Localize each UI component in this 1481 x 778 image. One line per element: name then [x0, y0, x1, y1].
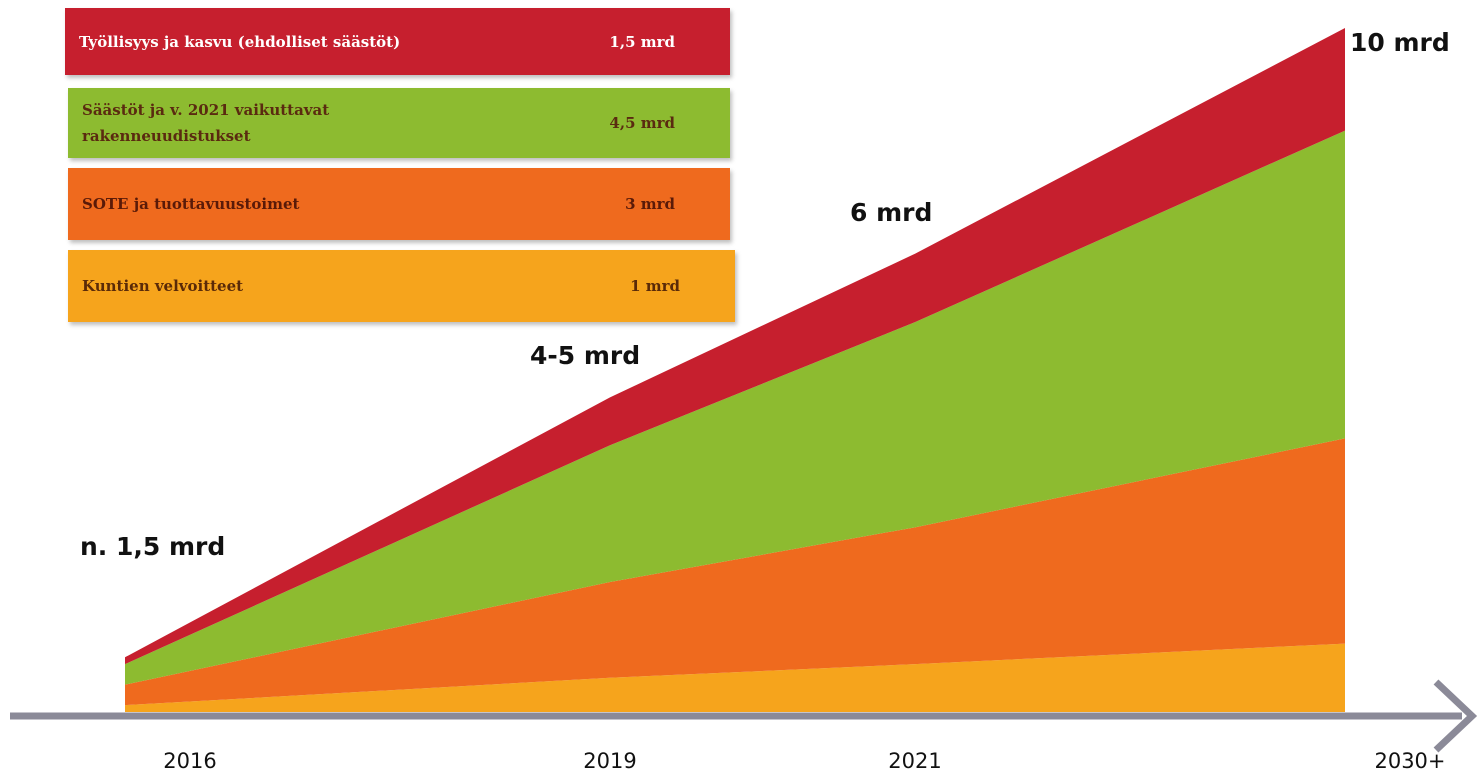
- legend-amount: 3 mrd: [625, 195, 675, 213]
- legend-item: Kuntien velvoitteet 1 mrd: [68, 250, 735, 322]
- x-tick-label: 2030+: [1374, 749, 1445, 773]
- x-tick-label: 2019: [583, 749, 636, 773]
- annotation: 6 mrd: [850, 198, 932, 227]
- legend-label: Säästöt ja v. 2021 vaikuttavat rakenneuu…: [82, 101, 330, 145]
- legend-amount: 1,5 mrd: [609, 32, 675, 51]
- axis-arrow: [1433, 679, 1478, 753]
- legend-label: Kuntien velvoitteet: [82, 277, 244, 295]
- area: [125, 438, 1345, 706]
- legend-label: SOTE ja tuottavuustoimet: [82, 195, 300, 213]
- x-tick-label: 2016: [163, 749, 216, 773]
- area: [125, 643, 1345, 712]
- legend-item: Työllisyys ja kasvu (ehdolliset säästöt)…: [65, 8, 730, 75]
- legend-amount: 4,5 mrd: [609, 114, 675, 132]
- legend-item: SOTE ja tuottavuustoimet 3 mrd: [68, 168, 730, 240]
- annotation: n. 1,5 mrd: [80, 532, 225, 561]
- annotation: 4-5 mrd: [530, 341, 640, 370]
- legend-amount: 1 mrd: [630, 277, 680, 295]
- legend-label: Työllisyys ja kasvu (ehdolliset säästöt): [79, 32, 401, 51]
- annotation: 10 mrd: [1350, 28, 1450, 57]
- legend-item: Säästöt ja v. 2021 vaikuttavat rakenneuu…: [68, 88, 730, 158]
- area: [125, 28, 1345, 665]
- x-tick-label: 2021: [888, 749, 941, 773]
- area: [125, 130, 1345, 685]
